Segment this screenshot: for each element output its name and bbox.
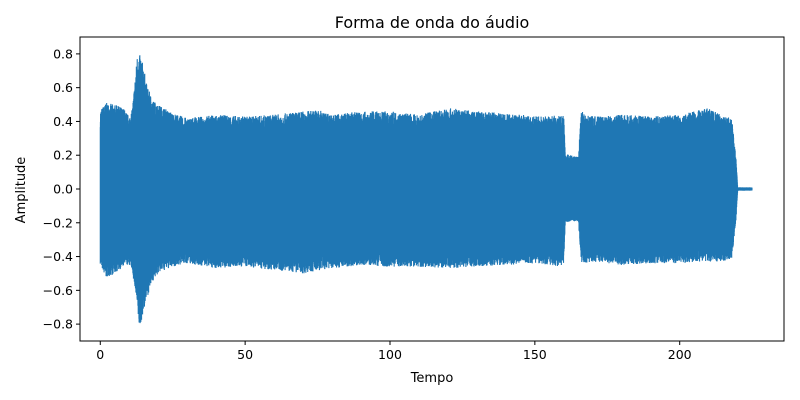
y-axis: −0.8 −0.6 −0.4 −0.2 0.0 0.2 0.4 0.6 0.8 [43, 46, 80, 332]
y-tick-label: 0.8 [53, 46, 73, 61]
x-tick-label: 0 [96, 347, 104, 362]
waveform-line [99, 55, 753, 324]
y-tick-label: −0.8 [43, 317, 73, 332]
plot-area [99, 55, 753, 324]
y-tick-label: −0.6 [43, 283, 73, 298]
x-tick-label: 150 [523, 347, 547, 362]
y-tick-label: 0.6 [53, 80, 73, 95]
x-tick-label: 200 [668, 347, 692, 362]
y-axis-label: Amplitude [14, 157, 29, 224]
y-tick-label: 0.2 [53, 148, 73, 163]
x-tick-label: 50 [237, 347, 253, 362]
x-axis: 0 50 100 150 200 [96, 341, 692, 362]
y-tick-label: 0.0 [53, 182, 73, 197]
x-axis-label: Tempo [410, 371, 454, 386]
y-tick-label: −0.2 [43, 215, 73, 230]
x-tick-label: 100 [378, 347, 402, 362]
y-tick-label: 0.4 [53, 114, 73, 129]
y-tick-label: −0.4 [43, 249, 73, 264]
chart-title: Forma de onda do áudio [335, 13, 530, 32]
